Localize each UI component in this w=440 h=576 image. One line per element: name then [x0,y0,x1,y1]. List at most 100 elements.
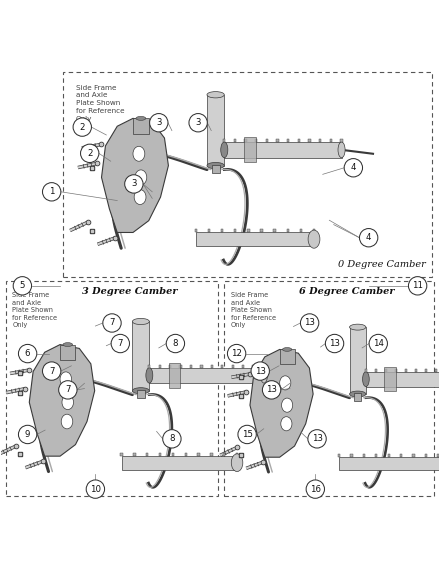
Ellipse shape [133,146,145,161]
Circle shape [408,276,427,295]
Circle shape [43,183,61,201]
Text: 10: 10 [90,484,101,494]
Circle shape [59,381,77,399]
Circle shape [163,430,181,448]
Ellipse shape [60,372,72,386]
Bar [400,454,402,457]
Bar [313,229,315,232]
Bar [6,282,218,496]
Bar [185,453,187,456]
Bar [223,453,225,456]
Ellipse shape [63,343,73,347]
Text: 3: 3 [131,180,136,188]
Circle shape [189,113,207,132]
Ellipse shape [221,142,228,158]
Bar [212,165,220,173]
Bar [133,118,149,134]
Bar [388,454,390,457]
Polygon shape [29,344,95,456]
Ellipse shape [311,232,317,247]
Polygon shape [102,118,169,233]
Bar [242,365,244,367]
Bar [223,139,225,142]
Bar [365,369,367,372]
Circle shape [227,344,246,363]
Polygon shape [250,350,313,457]
Text: 7: 7 [65,385,70,395]
Bar [234,229,236,232]
Bar [405,369,407,372]
Text: 1: 1 [49,187,55,196]
Text: 0 Degree Camber: 0 Degree Camber [338,260,425,269]
Bar [169,363,180,388]
Bar [253,365,255,367]
Bar [425,369,427,372]
Text: 7: 7 [49,366,55,376]
Text: 8: 8 [169,434,175,444]
Bar [349,327,366,394]
Text: 13: 13 [329,339,340,348]
Circle shape [308,430,326,448]
Bar [221,365,224,367]
Ellipse shape [349,391,366,397]
Circle shape [125,175,143,193]
Bar [255,139,257,142]
Circle shape [43,362,61,380]
Text: 16: 16 [310,484,321,494]
Bar [137,390,145,397]
Bar [60,344,75,360]
Text: 7: 7 [109,319,115,328]
Bar [62,71,432,277]
Bar [437,454,440,457]
Bar [366,372,440,386]
Bar [158,365,161,367]
Bar [200,365,202,367]
Bar [298,139,300,142]
Text: 13: 13 [304,319,315,328]
Bar [263,365,265,367]
Bar [236,453,238,456]
Circle shape [251,362,269,380]
Ellipse shape [349,324,366,330]
Bar [435,369,437,372]
Ellipse shape [146,367,153,383]
Bar [148,365,150,367]
Ellipse shape [338,142,345,158]
Bar [231,365,234,367]
Bar [375,454,378,457]
Text: 12: 12 [231,349,242,358]
Ellipse shape [135,170,147,185]
Bar [169,365,171,367]
Bar [300,229,302,232]
Circle shape [81,144,99,162]
Ellipse shape [62,395,73,410]
Text: 3: 3 [195,118,201,127]
Text: 13: 13 [266,385,277,395]
Bar [121,453,123,456]
Bar [172,453,174,456]
Ellipse shape [363,372,369,386]
Text: 4: 4 [351,163,356,172]
Circle shape [18,344,37,363]
Bar [319,139,321,142]
Bar [276,139,279,142]
Bar [198,453,200,456]
Text: 5: 5 [20,281,25,290]
Ellipse shape [132,319,149,324]
Bar [287,139,290,142]
Bar [121,456,237,469]
Bar [412,454,414,457]
Bar [190,365,192,367]
Ellipse shape [231,454,243,472]
Bar [308,139,311,142]
Bar [395,369,397,372]
Text: 2: 2 [80,123,85,131]
Ellipse shape [308,230,320,248]
Bar [210,453,213,456]
Bar [425,454,427,457]
Circle shape [111,334,129,353]
Bar [224,282,434,496]
Text: 7: 7 [117,339,123,348]
Text: 3: 3 [156,118,161,127]
Ellipse shape [136,116,146,120]
